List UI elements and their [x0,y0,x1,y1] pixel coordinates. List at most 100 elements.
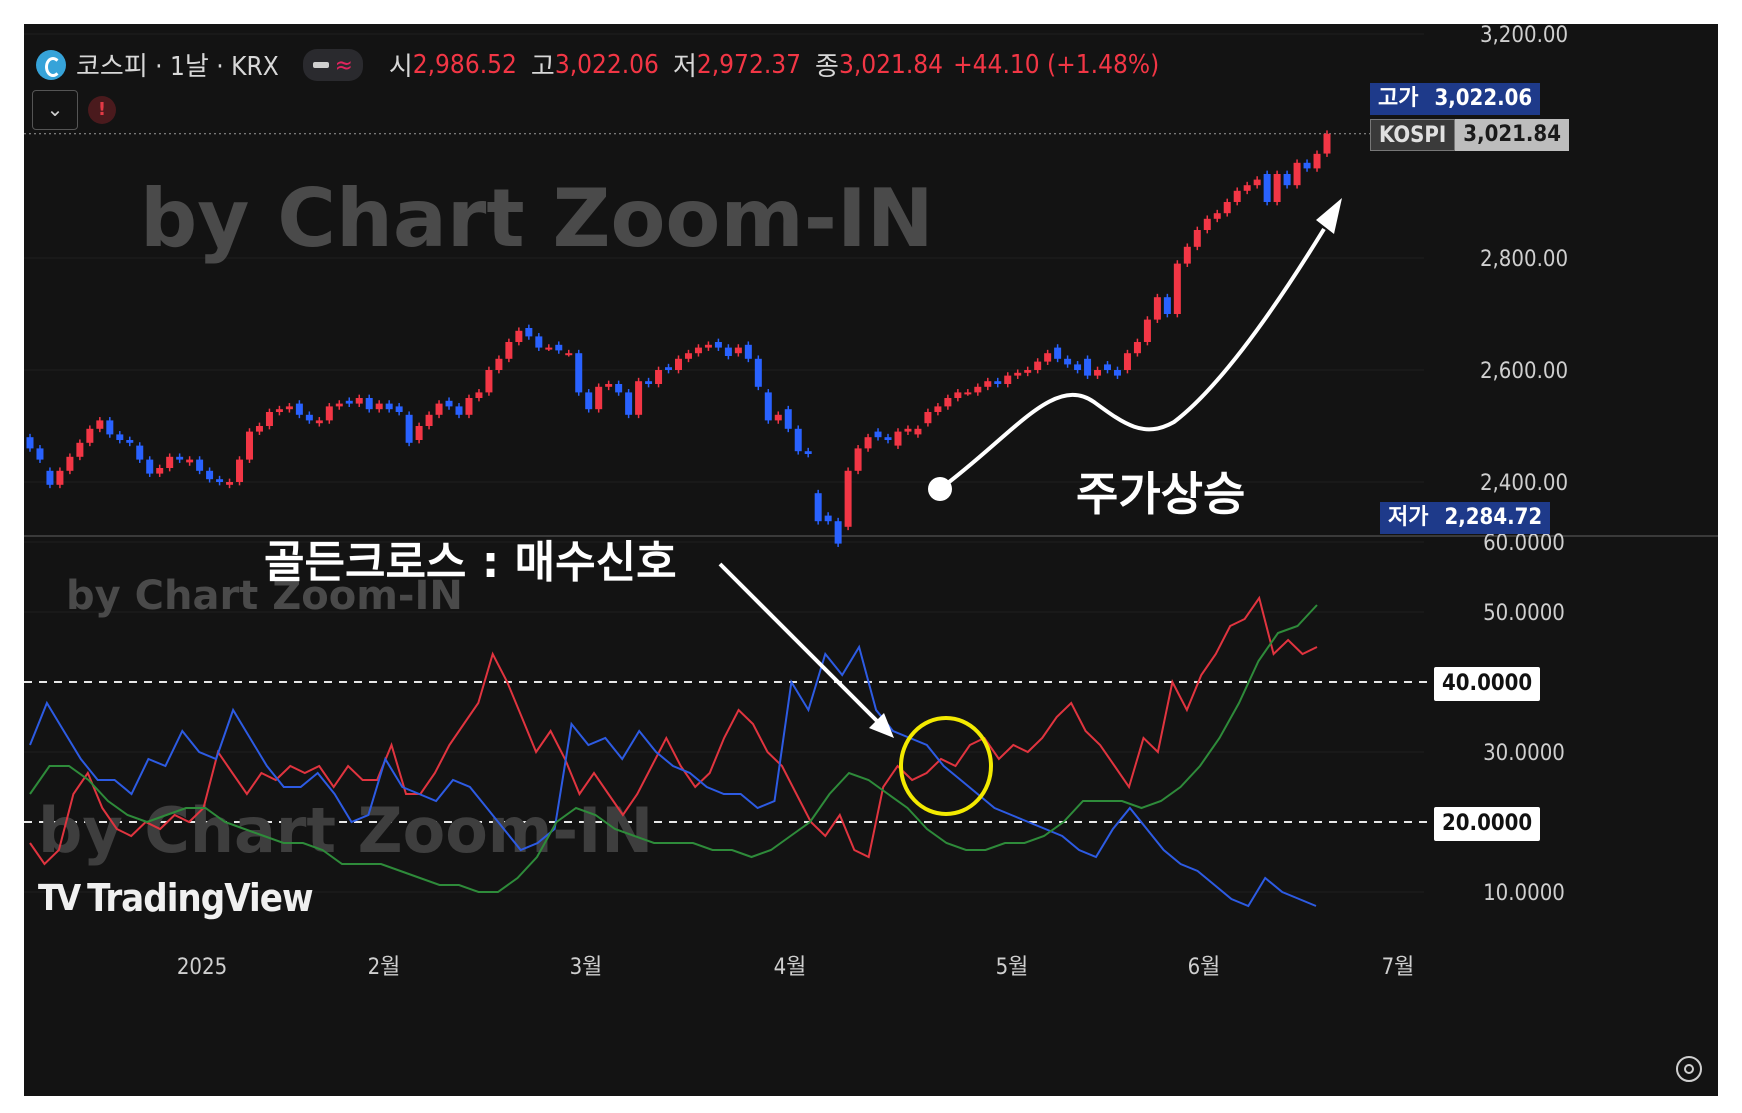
candle-body [804,451,812,454]
exclamation-icon[interactable]: ! [88,96,116,124]
candle-body [365,398,373,410]
candle-body [1094,370,1102,376]
candle-body [665,367,673,370]
candle-body [535,336,543,348]
candle-body [734,347,742,354]
candle-body [1143,319,1151,342]
candle-body [605,384,613,387]
indicator-toggle[interactable]: ≈ [302,48,363,81]
indicator-axis-label: 50.0000 [1483,601,1565,626]
x-axis-label: 2025 [177,955,227,980]
candle-body [1303,162,1311,169]
candle-body [485,370,493,393]
candle-body [186,459,194,463]
candle-body [724,347,732,356]
candle-body [335,403,343,407]
chart-canvas[interactable]: by Chart Zoom-IN by Chart Zoom-IN by Chart… [24,24,1718,1096]
high-tag-label: 고가 [1370,83,1427,115]
level-20-tag: 20.0000 [1434,807,1541,841]
open-label: 시 [388,52,413,82]
low-label: 저 [672,52,697,82]
candle-body [265,412,273,426]
candle-body [1074,364,1082,370]
candle-body [615,384,623,393]
candle-body [1163,297,1171,314]
indicator-series-line [29,644,1317,908]
symbol-header: 코스피 · 1날 · KRX ≈ 시 2,986.52 고 3,022.06 저… [36,46,1159,83]
price-axis-label: 2,400.00 [1480,471,1568,496]
candle-body [146,459,154,474]
candle-body [635,381,643,415]
candle-body [1153,297,1161,320]
candle-body [824,515,832,522]
candle-body [794,428,802,452]
kospi-logo-icon [36,49,66,80]
candle-body [964,392,972,395]
settings-icon[interactable] [1676,1056,1702,1082]
candle-body [1283,174,1291,186]
candle-body [914,428,922,435]
brand-text: TradingView [87,876,313,920]
golden-cross-label: 골든크로스 : 매수신호 [264,537,677,588]
price-axis-label: 2,600.00 [1480,359,1568,384]
x-axis-label: 4월 [774,955,807,980]
candle-body [754,358,762,387]
candle-body [575,353,583,393]
last-tag-label: KOSPI [1370,119,1456,151]
candle-body [395,406,403,412]
minus-icon [312,61,329,68]
candle-body [1024,370,1032,373]
candle-body [196,459,204,471]
high-label: 고 [530,52,555,82]
price-up-arrowhead [1316,198,1342,234]
candle-body [974,386,982,393]
candle-body [1113,370,1121,376]
candle-body [525,328,533,337]
collapse-button[interactable]: ⌄ [32,90,78,130]
tradingview-logo: TV TradingView [38,876,314,920]
candle-body [475,392,483,398]
candle-body [984,381,992,387]
candle-body [116,434,124,440]
candle-body [645,381,653,384]
candle-body [405,414,413,443]
last-tag-value: 3,021.84 [1455,119,1569,151]
candle-body [954,392,962,398]
watermark-bottom: by Chart Zoom-IN [38,794,653,867]
x-axis-label: 6월 [1188,955,1221,980]
candle-body [295,403,303,415]
candle-body [345,400,353,404]
chevron-down-icon: ⌄ [46,97,64,121]
candle-body [1213,213,1221,219]
x-axis-label: 5월 [996,955,1029,980]
candle-body [944,398,952,407]
candle-body [924,412,932,424]
candle-body [505,342,513,359]
low-tag-label: 저가 [1380,502,1437,534]
candle-body [1183,246,1191,264]
candle-body [774,414,782,421]
indicator-series-line [29,595,1318,866]
golden-cross-arrowhead [869,713,894,738]
high-value: 3,022.06 [554,49,659,80]
candle-body [1004,375,1012,384]
candle-body [1104,364,1112,370]
candle-body [934,406,942,412]
candle-body [555,344,563,351]
candle-body [445,400,453,407]
candle-body [1263,174,1271,202]
candle-body [325,406,333,421]
candle-body [1123,353,1131,370]
price-up-label: 주가상승 [1076,467,1245,521]
candle-body [305,414,313,421]
wave-icon: ≈ [334,50,353,79]
candle-body [425,414,433,426]
candle-body [864,437,872,449]
indicator-axis-label: 10.0000 [1483,881,1565,906]
candle-body [595,386,603,410]
candle-body [1173,263,1181,314]
symbol-line[interactable]: 코스피 · 1날 · KRX [76,52,279,82]
arrow-start-dot [928,477,952,501]
candle-body [1293,162,1301,186]
candle-body [375,403,383,410]
